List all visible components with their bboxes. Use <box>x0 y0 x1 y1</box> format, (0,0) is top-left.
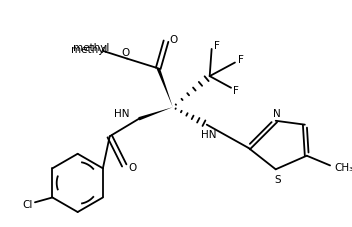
Text: F: F <box>214 41 219 51</box>
Text: HN: HN <box>114 109 129 118</box>
Text: O: O <box>170 35 178 45</box>
Text: Cl: Cl <box>22 199 32 209</box>
Polygon shape <box>138 108 173 121</box>
Text: HN: HN <box>201 130 216 140</box>
Text: F: F <box>233 85 239 95</box>
Text: O: O <box>128 163 136 173</box>
Text: F: F <box>238 54 244 64</box>
Text: methyl: methyl <box>73 43 109 53</box>
Text: N: N <box>273 109 281 118</box>
Text: O: O <box>121 48 129 58</box>
Text: S: S <box>274 174 281 184</box>
Text: CH₃: CH₃ <box>334 163 352 173</box>
Polygon shape <box>157 69 173 108</box>
Text: methyl: methyl <box>71 45 107 55</box>
